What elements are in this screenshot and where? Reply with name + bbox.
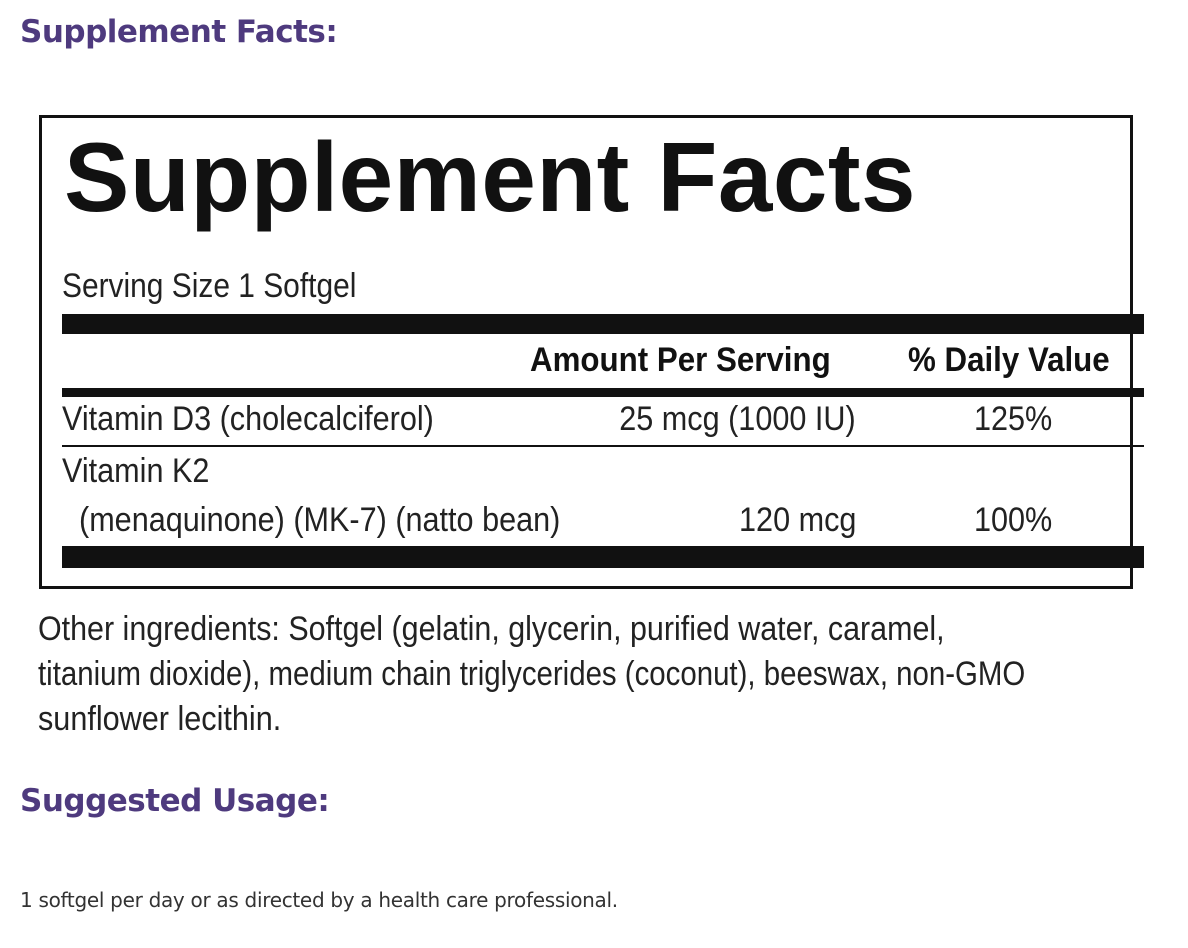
nutrient-amount-vitamin-d3: 25 mcg (1000 IU) <box>619 400 856 438</box>
nutrient-amount-vitamin-k2: 120 mcg <box>738 501 856 539</box>
column-header-daily-value: % Daily Value <box>908 341 1110 379</box>
row-divider <box>62 445 1144 447</box>
nutrient-name-vitamin-k2-detail: (menaquinone) (MK-7) (natto bean) <box>79 501 561 539</box>
nutrient-daily-value-vitamin-k2: 100% <box>974 501 1053 539</box>
supplement-facts-label: Supplement Facts Serving Size 1 Softgel … <box>39 115 1144 589</box>
other-ingredients-line: titanium dioxide), medium chain triglyce… <box>38 655 1026 693</box>
suggested-usage-text: 1 softgel per day or as directed by a he… <box>20 888 618 912</box>
label-title: Supplement Facts <box>64 122 917 232</box>
thick-rule-bottom <box>62 546 1144 568</box>
other-ingredients-line: sunflower lecithin. <box>38 700 282 738</box>
nutrient-name-vitamin-k2: Vitamin K2 <box>62 452 210 490</box>
column-header-amount: Amount Per Serving <box>530 341 831 379</box>
serving-size: Serving Size 1 Softgel <box>62 267 357 305</box>
header-rule <box>62 388 1144 397</box>
suggested-usage-heading: Suggested Usage: <box>20 783 330 819</box>
supplement-facts-heading: Supplement Facts: <box>20 14 338 50</box>
nutrient-daily-value-vitamin-d3: 125% <box>974 400 1053 438</box>
other-ingredients: Other ingredients: Softgel (gelatin, gly… <box>38 607 1163 742</box>
other-ingredients-line: Other ingredients: Softgel (gelatin, gly… <box>38 610 945 648</box>
thick-rule-top <box>62 314 1144 334</box>
nutrient-name-vitamin-d3: Vitamin D3 (cholecalciferol) <box>62 400 434 438</box>
